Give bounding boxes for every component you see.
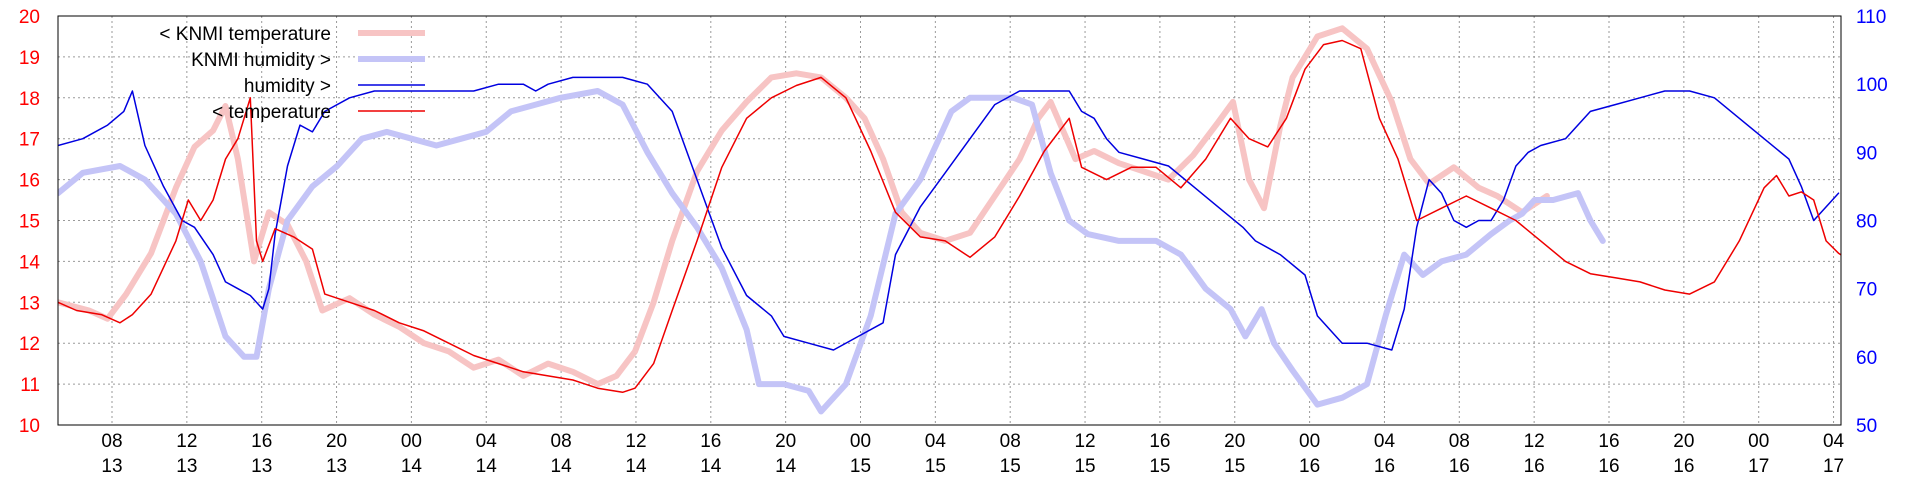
y-axis-left: 10 11 12 13 14 15 16 17 18 19 20 [19, 7, 41, 437]
y-right-tick-label: 50 [1856, 416, 1877, 437]
x-tick-day: 15 [1149, 456, 1170, 477]
x-tick-hour: 04 [476, 431, 498, 452]
y-right-tick-label: 60 [1856, 348, 1877, 369]
x-tick-day: 17 [1748, 456, 1769, 477]
x-tick-day: 13 [251, 456, 272, 477]
x-tick-day: 15 [925, 456, 946, 477]
series-layer [58, 25, 1841, 415]
x-tick-day: 15 [1224, 456, 1245, 477]
x-tick-day: 16 [1673, 456, 1694, 477]
x-tick-hour: 20 [775, 431, 796, 452]
x-tick-day: 13 [101, 456, 122, 477]
y-left-tick-label: 14 [19, 252, 41, 273]
x-tick-hour: 16 [1598, 431, 1619, 452]
series-line-3 [58, 39, 1841, 394]
plot-frame [57, 15, 1842, 426]
x-tick-day: 16 [1524, 456, 1545, 477]
x-tick-hour: 12 [625, 431, 646, 452]
y-right-tick-label: 80 [1856, 212, 1877, 233]
legend: < KNMI temperature KNMI humidity > humidit… [159, 24, 425, 123]
x-tick-hour: 08 [1449, 431, 1470, 452]
y-axis-right: 50 60 70 80 90 100 110 [1856, 7, 1888, 437]
y-left-tick-label: 18 [19, 89, 40, 110]
y-left-tick-label: 19 [19, 48, 40, 69]
series-line-1 [58, 88, 1606, 415]
x-tick-day: 16 [1449, 456, 1470, 477]
x-tick-hour: 16 [700, 431, 721, 452]
grid [58, 16, 1841, 425]
x-tick-hour: 08 [101, 431, 122, 452]
x-tick-day: 16 [1374, 456, 1395, 477]
x-tick-hour: 20 [1224, 431, 1245, 452]
y-right-tick-label: 100 [1856, 75, 1888, 96]
legend-label: humidity > [244, 76, 331, 97]
y-left-tick-label: 13 [19, 293, 40, 314]
x-tick-hour: 16 [251, 431, 272, 452]
x-tick-day: 16 [1598, 456, 1619, 477]
x-tick-day: 14 [551, 456, 573, 477]
x-axis: 08 13 12 13 16 13 20 13 00 14 04 14 08 14 12 14 16 14 20 14… [101, 431, 1844, 477]
y-right-tick-label: 110 [1856, 7, 1886, 28]
x-tick-day: 14 [401, 456, 423, 477]
x-tick-day: 16 [1299, 456, 1320, 477]
y-left-tick-label: 12 [19, 334, 40, 355]
legend-label: KNMI humidity > [191, 50, 331, 71]
x-tick-hour: 00 [850, 431, 871, 452]
x-tick-day: 14 [476, 456, 498, 477]
y-right-tick-label: 70 [1856, 280, 1877, 301]
x-tick-hour: 12 [1074, 431, 1095, 452]
x-tick-hour: 04 [1374, 431, 1396, 452]
y-left-tick-label: 17 [19, 130, 40, 151]
x-tick-hour: 08 [551, 431, 572, 452]
y-left-tick-label: 11 [20, 375, 40, 396]
x-tick-hour: 20 [1673, 431, 1694, 452]
x-tick-hour: 20 [326, 431, 347, 452]
legend-label: < temperature [212, 102, 331, 123]
x-tick-hour: 00 [1748, 431, 1769, 452]
x-tick-hour: 08 [1000, 431, 1021, 452]
x-tick-day: 15 [1000, 456, 1021, 477]
x-tick-hour: 16 [1149, 431, 1170, 452]
x-tick-hour: 04 [1823, 431, 1845, 452]
x-tick-day: 14 [775, 456, 797, 477]
legend-label: < KNMI temperature [159, 24, 331, 45]
y-left-tick-label: 10 [19, 416, 40, 437]
x-tick-day: 15 [1074, 456, 1095, 477]
x-tick-hour: 00 [1299, 431, 1320, 452]
y-left-tick-label: 16 [19, 171, 40, 192]
x-tick-hour: 12 [1524, 431, 1545, 452]
y-left-tick-label: 20 [19, 7, 40, 28]
x-tick-hour: 12 [176, 431, 197, 452]
x-tick-day: 17 [1823, 456, 1844, 477]
y-right-tick-label: 90 [1856, 143, 1877, 164]
x-tick-day: 15 [850, 456, 871, 477]
x-tick-day: 13 [176, 456, 197, 477]
x-tick-hour: 04 [925, 431, 947, 452]
series-line-2 [58, 76, 1840, 351]
x-tick-hour: 00 [401, 431, 422, 452]
x-tick-day: 14 [700, 456, 722, 477]
x-tick-day: 13 [326, 456, 347, 477]
y-left-tick-label: 15 [19, 212, 40, 233]
x-tick-day: 14 [625, 456, 647, 477]
